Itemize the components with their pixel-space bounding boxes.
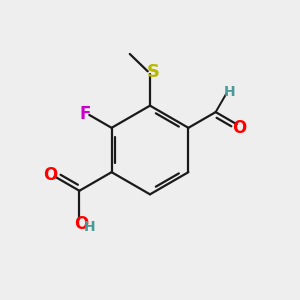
Text: O: O — [74, 215, 88, 233]
Text: O: O — [232, 119, 247, 137]
Text: O: O — [43, 166, 57, 184]
Text: H: H — [224, 85, 235, 99]
Text: H: H — [84, 220, 95, 233]
Text: F: F — [79, 104, 91, 122]
Text: S: S — [147, 63, 160, 81]
